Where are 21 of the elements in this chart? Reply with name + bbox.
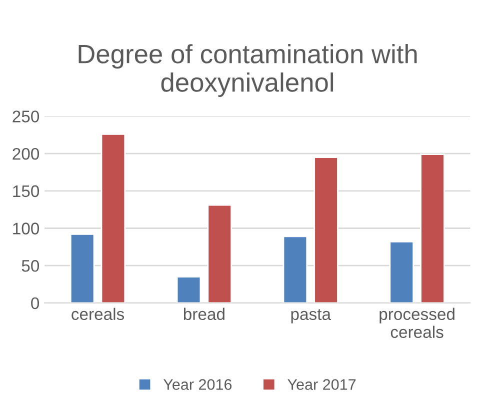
x-tick-label: processed cereals [380,308,454,338]
y-tick-label: 0 [31,297,40,310]
bar [176,276,202,303]
legend-label: Year 2017 [288,379,356,390]
y-tick-label: 50 [22,260,40,272]
bar [282,236,308,303]
y-tick-label: 100 [13,222,40,234]
bar [314,156,338,303]
bar [70,234,95,303]
bar [420,154,445,303]
legend-label: Year 2016 [163,379,232,390]
bar [100,133,126,303]
y-tick-label: 200 [12,148,40,160]
x-tick-label: pasta [291,309,331,324]
bar [207,204,232,303]
x-tick-label: cereals [72,308,124,320]
x-tick-label: bread [184,308,224,320]
y-tick-label: 150 [13,185,40,198]
y-tick-label: 250 [12,110,40,122]
bar [389,241,414,303]
chart-title: Degree of contamination with deoxynivalenol [78,44,417,98]
